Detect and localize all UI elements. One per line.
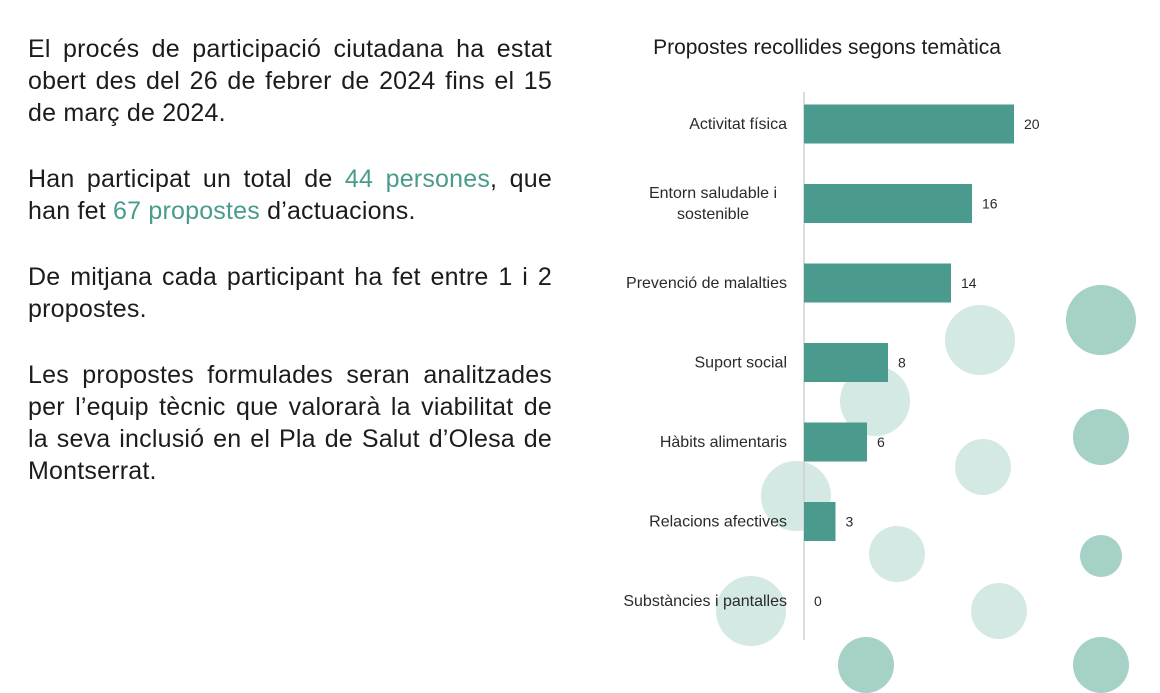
- paragraph-average-text: De mitjana cada participant ha fet entre…: [28, 263, 552, 323]
- bar: [804, 184, 972, 223]
- decorative-circle: [1080, 535, 1122, 577]
- participation-text-c: d’actuacions.: [259, 197, 416, 225]
- bar: [804, 104, 1014, 144]
- decorative-circle: [955, 439, 1011, 495]
- chart-title: Propostes recollides segons temàtica: [653, 36, 1001, 59]
- data-label: 3: [846, 514, 854, 530]
- category-label: Entorn saludable i sostenible: [649, 185, 777, 223]
- category-label: Activitat física: [689, 116, 787, 133]
- data-label: 20: [1024, 116, 1040, 132]
- paragraph-period-text: El procés de participació ciutadana ha e…: [28, 35, 552, 127]
- decorative-circle: [1073, 409, 1129, 465]
- data-label: 0: [814, 593, 822, 609]
- participation-text-a: Han participat un total de: [28, 165, 345, 193]
- paragraph-analysis-text: Les propostes formulades seran analitzad…: [28, 361, 552, 485]
- data-label: 6: [877, 434, 885, 450]
- decorative-circle: [716, 576, 786, 646]
- slide: El procés de participació ciutadana ha e…: [28, 33, 1136, 693]
- decorative-circle: [945, 305, 1015, 375]
- bar: [804, 343, 888, 382]
- text-column: El procés de participació ciutadana ha e…: [28, 33, 552, 521]
- decorative-circle: [1066, 285, 1136, 355]
- participants-count: 44 persones: [344, 165, 491, 193]
- paragraph-average: De mitjana cada participant ha fet entre…: [28, 261, 552, 325]
- data-label: 8: [898, 355, 906, 371]
- decorative-circle: [869, 526, 925, 582]
- data-label: 14: [961, 275, 977, 291]
- bar-chart: 20 Activitat física 16 Entorn saludable i so…: [623, 92, 1040, 640]
- bar: [804, 422, 867, 462]
- category-label: Prevenció de malalties: [626, 275, 787, 292]
- paragraph-period: El procés de participació ciutadana ha e…: [28, 33, 552, 129]
- category-label: Hàbits alimentaris: [660, 434, 787, 451]
- paragraph-analysis: Les propostes formulades seran analitzad…: [28, 359, 552, 487]
- bar: [804, 502, 836, 541]
- category-label: Relacions afectives: [649, 514, 787, 531]
- decorative-circle: [971, 583, 1027, 639]
- data-label: 16: [982, 196, 998, 212]
- category-label: Suport social: [695, 355, 788, 372]
- proposals-count: 67 propostes: [113, 197, 260, 225]
- bar: [804, 263, 951, 303]
- category-label: Substàncies i pantalles: [623, 593, 787, 610]
- paragraph-participation: Han participat un total de 44 persones, …: [28, 163, 552, 227]
- participation-text-b: , que han fet: [28, 165, 552, 225]
